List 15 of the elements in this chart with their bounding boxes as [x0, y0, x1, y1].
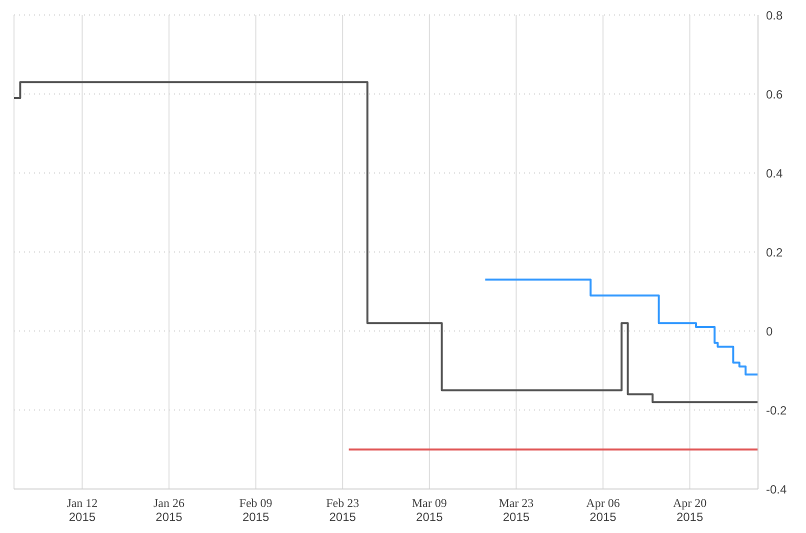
y-tick-label: -0.4 [766, 482, 788, 496]
x-tick-label: Feb 09 2015 [239, 496, 272, 524]
y-tick-label: 0.2 [766, 245, 784, 260]
x-tick-label: Mar 23 2015 [498, 496, 534, 524]
x-tick-label: Mar 09 2015 [412, 496, 447, 524]
x-tick-label: Feb 23 2015 [326, 496, 360, 524]
y-tick-label: 0.4 [766, 166, 784, 180]
y-tick-label: -0.2 [766, 403, 788, 418]
y-tick-label: 0 [766, 324, 773, 338]
x-tick-label: Apr 20 2015 [672, 496, 707, 524]
x-tick-label: Jan 12 2015 [66, 496, 98, 524]
y-tick-label: 0.6 [766, 87, 784, 102]
y-tick-label: 0.8 [766, 8, 784, 22]
x-tick-label: Apr 06 2015 [586, 496, 620, 524]
x-tick-label: Jan 26 2015 [154, 496, 184, 524]
